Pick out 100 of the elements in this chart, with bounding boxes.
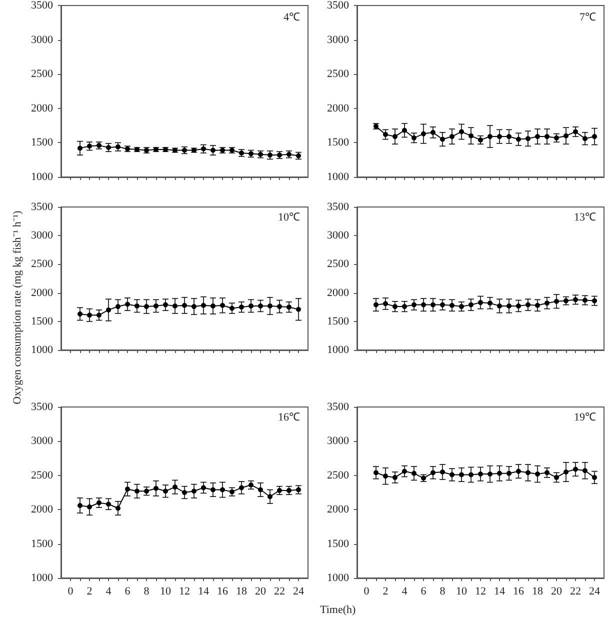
point — [526, 136, 530, 142]
point — [468, 133, 474, 138]
point — [383, 132, 388, 137]
point — [544, 470, 550, 476]
point — [506, 134, 512, 140]
point — [582, 468, 588, 474]
point — [374, 302, 378, 308]
x-tick-label: 8 — [440, 586, 446, 598]
x-tick-label: 6 — [420, 586, 427, 598]
point — [402, 304, 407, 310]
y-tick-label: 3000 — [327, 435, 350, 448]
point — [564, 469, 568, 474]
point — [421, 302, 426, 308]
point — [78, 502, 82, 508]
point — [440, 302, 445, 308]
point — [535, 134, 540, 140]
point — [564, 133, 568, 138]
annotation: 10℃ — [278, 212, 300, 224]
point — [402, 128, 407, 133]
y-tick-label: 2000 — [31, 504, 54, 516]
point — [402, 468, 407, 474]
point — [450, 302, 454, 308]
point — [526, 302, 530, 308]
point — [248, 303, 254, 308]
y-tick-label: 2500 — [327, 68, 350, 80]
point — [573, 129, 578, 134]
y-tick-label: 2500 — [327, 258, 350, 270]
point — [210, 487, 216, 492]
point — [78, 311, 82, 316]
point — [478, 300, 483, 306]
point — [192, 304, 196, 310]
point — [154, 486, 158, 491]
x-tick-label: 2 — [382, 586, 388, 598]
x-tick-label: 14 — [198, 586, 210, 598]
point — [459, 129, 464, 134]
y-tick-label: 1500 — [327, 136, 350, 149]
point — [478, 472, 483, 477]
point — [230, 306, 234, 311]
point — [210, 303, 216, 308]
y-tick-label: 3000 — [31, 230, 54, 242]
x-axis-title: Time(h) — [320, 604, 356, 616]
y-tick-label: 3500 — [31, 0, 54, 12]
point — [239, 304, 244, 310]
point — [106, 145, 111, 150]
point — [268, 494, 272, 500]
x-tick-label: 0 — [68, 586, 74, 598]
y-tick-label: 2500 — [327, 469, 350, 482]
y-tick-label: 3000 — [31, 34, 54, 46]
point — [220, 302, 225, 308]
y-tick-label: 2000 — [327, 504, 350, 516]
point — [374, 470, 378, 476]
point — [535, 472, 540, 477]
point — [535, 302, 540, 308]
y-tick-label: 3000 — [327, 34, 350, 46]
x-tick-label: 20 — [551, 586, 562, 598]
point — [172, 303, 178, 308]
point — [544, 134, 550, 140]
point — [468, 302, 474, 308]
y-tick-label: 1500 — [327, 315, 350, 328]
x-tick-label: 24 — [293, 586, 304, 598]
point — [488, 472, 492, 477]
y-tick-label: 3500 — [327, 201, 350, 213]
point — [488, 300, 492, 306]
point — [554, 474, 559, 480]
point — [440, 136, 445, 142]
x-tick-label: 10 — [160, 586, 172, 598]
point — [182, 490, 187, 495]
point — [430, 302, 436, 308]
y-tick-label: 1000 — [31, 572, 54, 584]
point — [412, 302, 416, 308]
y-axis-title: Oxygen consumption rate (mg kg fish⁻¹ h⁻¹) — [10, 210, 24, 406]
x-tick-label: 18 — [236, 586, 248, 598]
point — [430, 130, 436, 135]
point — [516, 303, 521, 308]
x-tick-label: 20 — [255, 586, 266, 598]
point — [459, 304, 464, 310]
point — [392, 134, 398, 140]
point — [116, 506, 120, 511]
y-tick-label: 3500 — [327, 0, 350, 12]
point — [201, 485, 206, 490]
point — [582, 136, 588, 142]
y-tick-label: 2500 — [31, 469, 54, 482]
point — [582, 298, 588, 303]
y-tick-label: 2000 — [31, 286, 54, 299]
annotation: 16℃ — [278, 412, 300, 424]
point — [392, 304, 398, 310]
point — [87, 504, 92, 510]
annotation: 19℃ — [574, 412, 596, 424]
point — [516, 136, 521, 142]
x-tick-label: 8 — [144, 586, 150, 598]
point — [239, 485, 244, 490]
point — [383, 301, 388, 306]
point — [506, 303, 512, 308]
point — [488, 134, 492, 140]
y-tick-label: 3500 — [31, 401, 54, 413]
x-tick-label: 22 — [570, 586, 581, 598]
y-tick-label: 1000 — [327, 572, 350, 584]
y-tick-label: 2500 — [31, 258, 54, 270]
point — [125, 302, 130, 307]
point — [286, 304, 292, 310]
